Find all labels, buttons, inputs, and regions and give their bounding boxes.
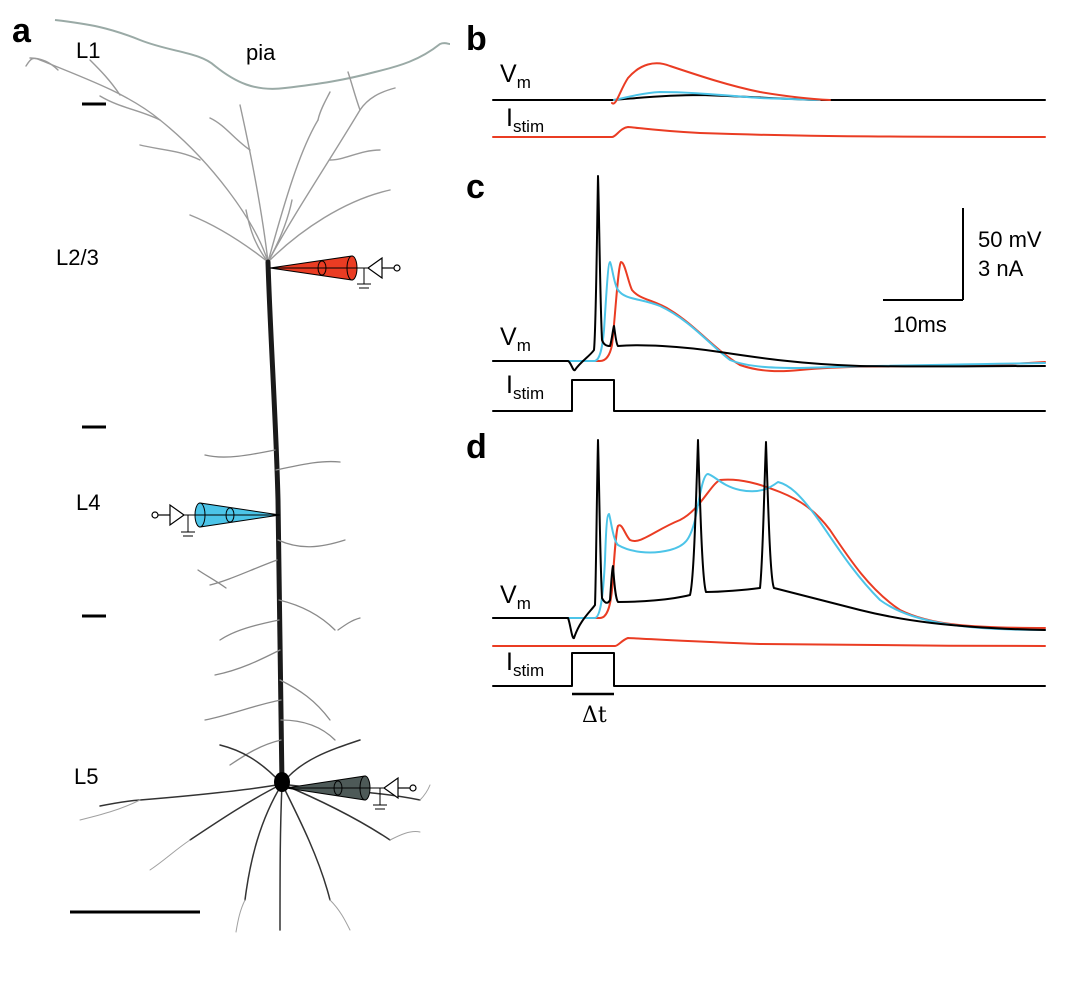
pia-label: pia [246, 40, 276, 65]
pia-surface [54, 19, 451, 90]
panel-d-vm-trace-tuft [492, 478, 1046, 629]
panel-d-letter: d [466, 428, 487, 466]
layer-label-l23: L2/3 [56, 245, 99, 270]
panel-d-istim-trace-tuft [492, 637, 1046, 647]
panel-c-istim-label: Istim [506, 371, 544, 403]
panel-b-vm-trace-tuft [611, 62, 831, 105]
panel-d-istim-label: Istim [506, 648, 544, 680]
panel-d-vm-label: Vm [500, 581, 531, 613]
panel-d-vm-trace-trunk [492, 473, 1046, 631]
panel-c-istim-trace [492, 379, 1046, 412]
panel-c-scale-voltage: 50 mV [978, 227, 1042, 252]
panel-b-vm-trace-trunk [613, 91, 821, 101]
soma-pipette [285, 775, 417, 810]
panel-b-istim-trace [492, 126, 1046, 138]
panel-c-vm-trace-soma [492, 175, 1046, 372]
panel-b-istim-label: Istim [506, 104, 544, 136]
panel-d-istim-trace [492, 652, 1046, 687]
panel-c-vm-trace-trunk [492, 261, 1046, 369]
pyramidal-neuron [25, 57, 431, 933]
panel-a-letter: a [12, 12, 32, 50]
panel-c-scale-bar [883, 208, 964, 301]
trunk-pipette [151, 502, 281, 537]
panel-c-scale-current: 3 nA [978, 256, 1024, 281]
layer-label-l5: L5 [74, 764, 98, 789]
panel-d-vm-trace-soma [492, 439, 1046, 640]
layer-label-l1: L1 [76, 38, 100, 63]
panel-d-delta-t-label: Δt [582, 703, 607, 728]
panel-c-vm-label: Vm [500, 323, 531, 355]
panel-c-scale-time: 10ms [893, 312, 947, 337]
layer-label-l4: L4 [76, 490, 100, 515]
panel-c-letter: c [466, 168, 485, 206]
tuft-pipette [269, 255, 401, 289]
panel-b-vm-label: Vm [500, 60, 531, 92]
panel-b-letter: b [466, 20, 487, 58]
